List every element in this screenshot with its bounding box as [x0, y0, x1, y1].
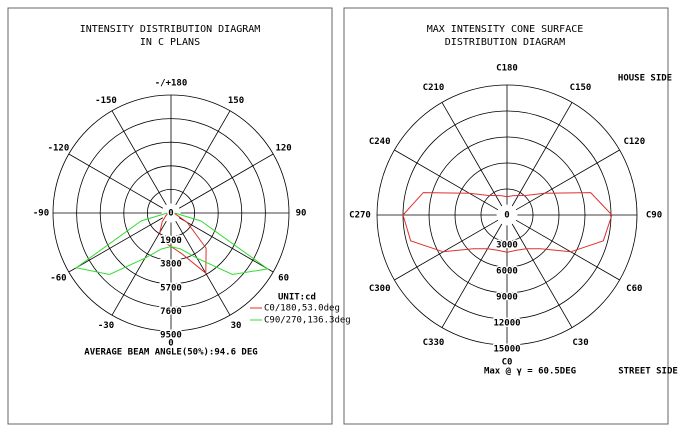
angle-label: 90	[296, 209, 307, 219]
r-tick-label: 0	[504, 211, 509, 221]
r-tick-label: 12000	[493, 319, 520, 329]
angle-label: C30	[572, 338, 588, 348]
angle-label: C0	[502, 358, 513, 368]
title-line: DISTRIBUTION DIAGRAM	[445, 37, 565, 48]
r-tick-label: 7600	[160, 307, 182, 317]
angle-label: C180	[496, 64, 518, 74]
r-tick-label: 9000	[496, 293, 518, 303]
angle-label: -60	[50, 274, 66, 284]
angle-label: -150	[95, 96, 117, 106]
angle-label: -30	[98, 321, 114, 331]
angle-label: C210	[423, 83, 445, 93]
left-panel	[7, 7, 333, 425]
spoke	[111, 220, 167, 316]
spoke	[175, 110, 231, 206]
spoke	[511, 223, 573, 328]
angle-label: 30	[231, 321, 242, 331]
right-panel	[343, 7, 669, 425]
spoke	[515, 149, 620, 211]
spoke	[68, 217, 164, 273]
r-tick-label: 3800	[160, 260, 182, 270]
angle-label: C120	[623, 137, 645, 147]
spoke	[441, 102, 503, 207]
angle-label: -/+180	[155, 79, 188, 89]
curve	[75, 212, 270, 276]
angle-label: -120	[48, 144, 70, 154]
max-note: Max @ γ = 60.5DEG	[484, 367, 576, 377]
legend-label: C90/270,136.3deg	[264, 316, 351, 326]
spoke	[178, 217, 274, 273]
spoke	[111, 110, 167, 206]
angle-label: -90	[33, 209, 49, 219]
spoke	[441, 223, 503, 328]
spoke	[394, 149, 499, 211]
unit-label: UNIT:cd	[278, 293, 316, 303]
angle-label: C150	[570, 83, 592, 93]
r-tick-label: 6000	[496, 267, 518, 277]
spoke	[68, 153, 164, 209]
street-side: STREET SIDE	[618, 367, 678, 377]
ring	[123, 165, 219, 261]
angle-label: C240	[369, 137, 391, 147]
beam-angle-note: AVERAGE BEAM ANGLE(50%):94.6 DEG	[84, 348, 257, 358]
ring	[428, 136, 586, 294]
angle-label: 120	[275, 144, 291, 154]
angle-label: 0	[168, 339, 173, 349]
angle-label: C300	[369, 284, 391, 294]
r-tick-label: 5700	[160, 283, 182, 293]
angle-label: C330	[423, 338, 445, 348]
title-line: INTENSITY DISTRIBUTION DIAGRAM	[80, 24, 261, 35]
angle-label: C60	[626, 284, 642, 294]
r-tick-label: 0	[168, 209, 173, 219]
spoke	[178, 153, 274, 209]
r-tick-label: 1900	[160, 236, 182, 246]
curve	[402, 192, 613, 253]
r-tick-label: 15000	[493, 345, 520, 355]
title-line: MAX INTENSITY CONE SURFACE	[427, 24, 584, 35]
ring	[454, 162, 560, 268]
spoke	[394, 219, 499, 281]
spoke	[511, 102, 573, 207]
spoke	[515, 219, 620, 281]
angle-label: 150	[228, 96, 244, 106]
angle-label: C90	[646, 211, 662, 221]
legend-label: C0/180,53.0deg	[264, 304, 340, 314]
angle-label: C270	[349, 211, 371, 221]
r-tick-label: 3000	[496, 241, 518, 251]
title-line: IN C PLANS	[140, 37, 200, 48]
spoke	[175, 220, 231, 316]
ring	[76, 118, 266, 308]
ring	[99, 141, 243, 285]
ring	[376, 84, 638, 346]
house-side: HOUSE SIDE	[618, 74, 672, 84]
ring	[146, 188, 195, 237]
ring	[52, 94, 290, 332]
angle-label: 60	[278, 274, 289, 284]
ring	[480, 188, 534, 242]
r-tick-label: 9500	[160, 331, 182, 341]
